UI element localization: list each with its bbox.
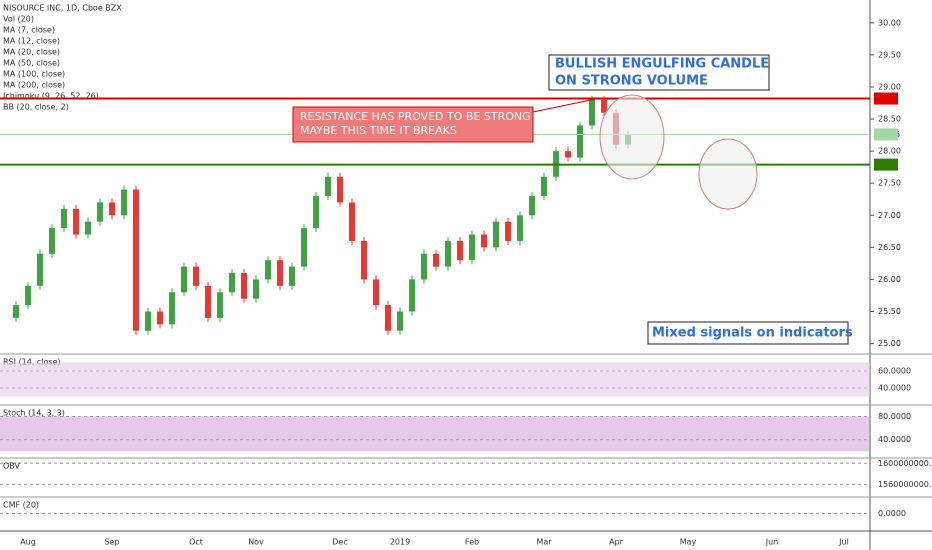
legend-entry: NISOURCE INC, 1D, Cboe BZX — [3, 4, 122, 13]
legend-entry: MA (12, close) — [3, 37, 60, 46]
legend-entry: MA (200, close) — [3, 81, 65, 90]
y-tick-label: 26.50 — [878, 243, 901, 252]
x-tick-label: Dec — [332, 538, 347, 547]
y-tick-label: 28.00 — [878, 147, 901, 156]
y-tick-label: 30.00 — [878, 18, 901, 27]
legend-entry: MA (100, close) — [3, 70, 65, 79]
x-tick-label: Feb — [465, 538, 479, 547]
y-tick-label: 25.00 — [878, 339, 901, 348]
y-tick-label: 29.00 — [878, 82, 901, 91]
y-tick-label: 0.0000 — [878, 509, 906, 518]
pane-title: CMF (20) — [3, 501, 39, 510]
x-tick-label: Jul — [838, 538, 849, 547]
annotation: MAYBE THIS TIME IT BREAKS — [300, 124, 457, 137]
y-tick-label: 1600000000.0000 — [878, 459, 932, 468]
pane-band — [0, 416, 870, 452]
annotation-box — [548, 54, 770, 91]
y-tick-label: 80.0000 — [878, 412, 911, 421]
highlight-circle — [698, 138, 758, 210]
x-tick-label: Mar — [536, 538, 552, 547]
y-tick-label: 27.00 — [878, 211, 901, 220]
pane-title: OBV — [3, 462, 21, 471]
y-tick-label: 27.50 — [878, 179, 901, 188]
legend-entry: BB (20, close, 2) — [3, 103, 69, 112]
legend-entry: MA (20, close) — [3, 48, 60, 57]
x-tick-label: Jun — [765, 538, 779, 547]
annotation: Mixed signals on indicators — [652, 326, 853, 341]
y-tick-label: 25.50 — [878, 307, 901, 316]
y-tick-label: 40.0000 — [878, 384, 911, 393]
y-tick-label: 60.0000 — [878, 367, 911, 376]
y-tick-label: 28.50 — [878, 115, 901, 124]
y-tick-label: 29.50 — [878, 50, 901, 59]
legend-entry: Ichimoku (9, 26, 52, 26) — [3, 92, 99, 101]
annotation: BULLISH ENGULFING CANDLE — [555, 57, 769, 72]
annotation: RESISTANCE HAS PROVED TO BE STRONG — [300, 110, 531, 123]
x-tick-label: Sep — [104, 538, 119, 547]
annotation-box — [647, 321, 849, 345]
annotation: ON STRONG VOLUME — [555, 74, 708, 89]
level-tag — [874, 158, 898, 171]
y-tick-label: 26.00 — [878, 275, 901, 284]
legend-entry: MA (50, close) — [3, 59, 60, 68]
x-tick-label: 2019 — [390, 538, 410, 547]
x-tick-label: Nov — [248, 538, 264, 547]
x-tick-label: Oct — [189, 538, 203, 547]
x-tick-label: Apr — [609, 538, 624, 547]
pane-title: RSI (14, close) — [3, 358, 61, 367]
annotation-pointer — [532, 97, 601, 113]
x-tick-label: May — [680, 538, 697, 547]
x-tick-label: Aug — [20, 538, 36, 547]
legend-entry: MA (7, close) — [3, 26, 55, 35]
y-tick-label: 1560000000.0000 — [878, 480, 932, 489]
highlight-circle — [599, 94, 665, 180]
level-tag — [874, 128, 898, 141]
y-tick-label: 40.0000 — [878, 435, 911, 444]
legend-entry: Vol (20) — [3, 15, 34, 24]
pane-title: Stoch (14, 3, 3) — [3, 409, 65, 418]
annotation-box — [292, 106, 534, 143]
pane-band — [0, 362, 870, 397]
level-tag — [874, 92, 898, 105]
